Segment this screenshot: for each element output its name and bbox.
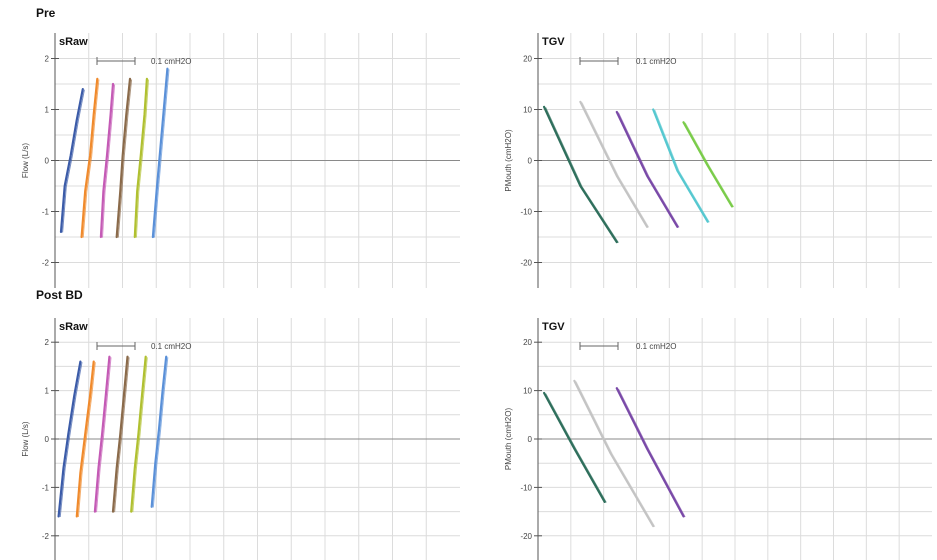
series-line-2 <box>573 379 655 528</box>
series-line-4 <box>115 77 132 239</box>
scale-label: 0.1 cmH2O <box>636 342 676 351</box>
series-loop-2 <box>77 362 96 518</box>
scale-label: 0.1 cmH2O <box>151 57 191 66</box>
y-axis-label: Flow (L/s) <box>21 143 30 178</box>
y-tick-label: 1 <box>45 106 50 115</box>
series-loop-5 <box>684 122 735 208</box>
series-loop-2 <box>82 79 100 238</box>
panel-title: sRaw <box>59 36 88 48</box>
y-tick-label: -1 <box>42 483 50 492</box>
y-tick-label: 2 <box>45 55 50 64</box>
series-loop-5 <box>132 357 148 513</box>
series-line-5 <box>682 121 734 208</box>
series-loop-4 <box>117 79 133 238</box>
y-tick-label: -10 <box>520 208 532 217</box>
panel-title: sRaw <box>59 321 88 333</box>
series-line-3 <box>93 355 111 513</box>
series-line-1 <box>57 360 82 518</box>
y-axis-label: PMouth (cmH2O) <box>504 129 513 192</box>
series-line-4 <box>652 108 709 223</box>
series-line-4 <box>111 355 129 513</box>
series-line-5 <box>133 77 148 239</box>
series-line-1 <box>542 391 606 503</box>
series-loop-4 <box>654 109 710 223</box>
y-tick-label: 20 <box>523 55 532 64</box>
chart-panel-1: 2 1 0 -1 -2 Flow (L/s) sRaw 0.1 cmH2O <box>21 33 460 288</box>
series-loop-5 <box>135 79 149 238</box>
chart-panel-3: 2 1 0 -1 -2 Flow (L/s) sRaw 0.1 cmH2O <box>21 318 460 560</box>
section-title-pre: Pre <box>36 6 56 20</box>
y-tick-label: 10 <box>523 106 532 115</box>
chart-panel-4: 20 10 0 -10 -20 PMouth (cmH2O) TGV 0.1 cmH2O <box>504 318 932 560</box>
series-line-2 <box>80 77 99 239</box>
y-tick-label: -2 <box>42 259 50 268</box>
section-title-post-bd: Post BD <box>36 288 83 302</box>
series-loop-1 <box>545 393 607 503</box>
y-tick-label: 20 <box>523 338 532 347</box>
y-tick-label: -2 <box>42 532 50 541</box>
series-line-3 <box>99 82 115 239</box>
y-axis-label: PMouth (cmH2O) <box>504 408 513 471</box>
series-loop-1 <box>62 89 85 233</box>
panel-title: TGV <box>542 36 565 48</box>
y-tick-label: 1 <box>45 387 50 396</box>
series-loop-2 <box>575 381 656 527</box>
series-loop-3 <box>617 388 686 518</box>
y-tick-label: -20 <box>520 259 532 268</box>
series-loop-3 <box>617 112 680 228</box>
chart-panel-2: 20 10 0 -10 -20 PMouth (cmH2O) TGV 0.1 cmH2O <box>504 33 932 288</box>
series-line-6 <box>150 355 168 508</box>
series-line-6 <box>151 67 169 239</box>
series-line-5 <box>130 355 147 513</box>
y-tick-label: 0 <box>528 435 533 444</box>
scale-label: 0.1 cmH2O <box>151 342 191 351</box>
series-line-2 <box>75 360 95 518</box>
series-loop-2 <box>581 102 650 228</box>
series-line-2 <box>579 100 649 228</box>
y-axis-label: Flow (L/s) <box>21 421 30 456</box>
series-loop-6 <box>152 357 169 508</box>
series-loop-4 <box>114 357 130 513</box>
panel-title: TGV <box>542 321 565 333</box>
y-tick-label: 10 <box>523 387 532 396</box>
series-loop-3 <box>102 84 116 238</box>
series-loop-6 <box>154 69 170 238</box>
series-line-3 <box>615 110 679 228</box>
y-tick-label: -10 <box>520 483 532 492</box>
y-tick-label: 0 <box>45 157 50 166</box>
y-tick-label: 0 <box>528 157 533 166</box>
y-tick-label: 0 <box>45 435 50 444</box>
y-tick-label: 2 <box>45 338 50 347</box>
y-tick-label: -1 <box>42 208 50 217</box>
series-line-1 <box>542 105 618 244</box>
series-line-1 <box>59 87 84 233</box>
series-loop-1 <box>59 362 83 518</box>
scale-label: 0.1 cmH2O <box>636 57 676 66</box>
series-loop-3 <box>96 357 112 513</box>
y-tick-label: -20 <box>520 532 532 541</box>
series-loop-1 <box>545 107 619 243</box>
series-line-3 <box>615 387 685 518</box>
